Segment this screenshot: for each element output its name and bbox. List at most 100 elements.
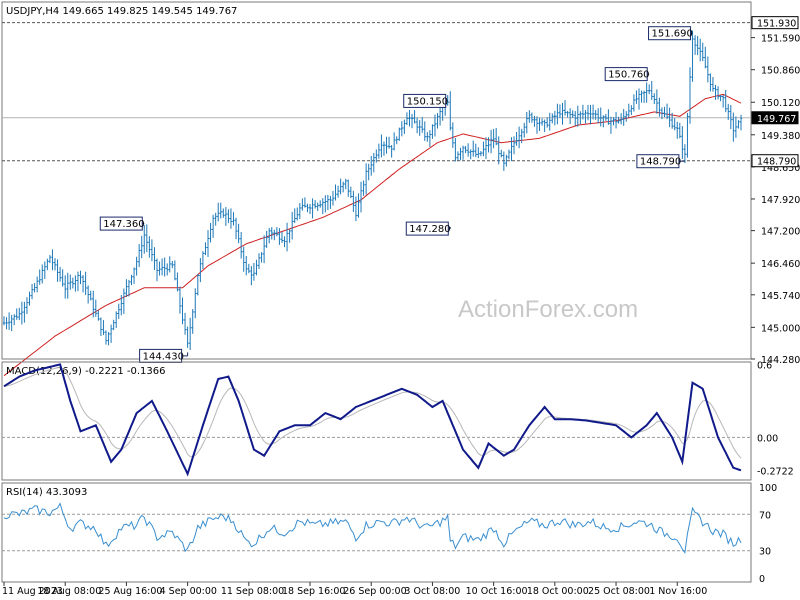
ohlc-bar <box>92 290 95 318</box>
ohlc-bar <box>242 246 245 272</box>
ohlc-bar <box>222 208 225 218</box>
ohlc-bar <box>132 267 136 284</box>
annotation-label: 150.150 <box>407 96 448 107</box>
ohlc-bar <box>354 196 358 222</box>
ohlc-bar <box>678 122 681 139</box>
ohlc-bar <box>596 108 600 124</box>
ohlc-bar <box>377 143 381 159</box>
annotation-box <box>405 221 449 236</box>
ohlc-bar <box>604 113 608 121</box>
ohlc-bar <box>163 257 166 277</box>
ohlc-bar <box>571 110 574 119</box>
x-tick-label: 4 Sep 00:00 <box>160 586 217 597</box>
ohlc-bar <box>563 100 567 116</box>
rsi-y-axis: 100 70 30 0 <box>759 483 777 585</box>
ohlc-bar <box>296 207 299 221</box>
ohlc-bar <box>204 242 207 256</box>
ohlc-bar <box>530 112 534 123</box>
resistance-tag-text: 151.930 <box>757 19 796 30</box>
ohlc-bar <box>474 143 477 158</box>
ohlc-bar <box>257 253 261 270</box>
ohlc-bar <box>709 73 712 92</box>
ohlc-bar <box>321 198 324 215</box>
ohlc-bar <box>290 211 294 240</box>
ohlc-bar <box>586 104 590 121</box>
ohlc-bar <box>523 122 526 138</box>
ohlc-bar <box>599 107 602 127</box>
ohlc-bar <box>285 222 289 252</box>
ohlc-bar <box>148 236 151 258</box>
ohlc-bar <box>41 264 44 284</box>
ohlc-bar <box>494 128 498 146</box>
ohlc-bar <box>410 113 414 129</box>
ohlc-bar <box>326 194 330 210</box>
ohlc-bar <box>561 102 564 125</box>
price-tick-label: 145.000 <box>761 323 800 334</box>
ohlc-bar <box>507 149 511 160</box>
ohlc-bar <box>186 326 189 348</box>
last-price-tag-box <box>751 111 799 125</box>
ohlc-bar <box>482 141 485 157</box>
macd-panel: MACD(12,26,9) -0.2221 -0.1366 0.6 0.00 -0.… <box>1 360 794 481</box>
ohlc-bar <box>15 308 18 320</box>
ohlc-bar <box>433 114 437 137</box>
ohlc-bar <box>438 104 442 126</box>
ohlc-bar <box>484 137 488 160</box>
macd-line <box>3 363 742 477</box>
ohlc-bar <box>339 178 342 195</box>
ohlc-bar <box>306 203 309 213</box>
ohlc-bar <box>288 229 291 243</box>
support-tag-box <box>751 154 799 168</box>
ohlc-bar <box>334 184 337 201</box>
ohlc-bar <box>143 224 146 254</box>
ohlc-bar <box>30 283 34 300</box>
ohlc-bar <box>426 132 429 142</box>
ohlc-bar <box>99 317 103 337</box>
ohlc-bar <box>120 294 123 316</box>
ohlc-bar <box>130 274 133 286</box>
rsi-tick-label: 70 <box>759 510 771 521</box>
rsi-tick-label: 100 <box>759 483 777 494</box>
ohlc-bar <box>558 104 562 119</box>
price-tick-label: 145.740 <box>761 291 800 302</box>
ohlc-bar <box>719 95 722 102</box>
ohlc-bar <box>301 198 304 211</box>
macd-y-axis: 0.6 0.00 -0.2722 <box>757 360 794 477</box>
x-tick-label: 18 Sep 16:00 <box>282 586 345 597</box>
ohlc-bar <box>364 163 368 195</box>
ohlc-bar <box>347 179 350 197</box>
ohlc-bar <box>698 38 702 62</box>
ohlc-bar <box>413 110 416 124</box>
ohlc-bar <box>517 126 521 149</box>
x-tick-label: 3 Oct 08:00 <box>404 586 460 597</box>
ohlc-bar <box>423 121 426 141</box>
ohlc-bar <box>160 258 164 276</box>
ohlc-bar <box>487 137 490 153</box>
ohlc-bar <box>64 275 67 299</box>
ohlc-bar <box>352 190 355 212</box>
annotation-label: 147.280 <box>409 224 450 235</box>
annotation-147-360: 147.360 <box>99 216 145 231</box>
ohlc-bar <box>545 117 549 128</box>
resistance-tag: 151.930 <box>751 16 799 30</box>
ohlc-bar <box>520 128 523 144</box>
ohlc-bar <box>46 258 49 271</box>
x-tick-label: 25 Aug 16:00 <box>98 586 162 597</box>
ohlc-bar <box>311 198 314 219</box>
ohlc-bar <box>594 110 597 120</box>
ohlc-bar <box>25 297 29 315</box>
annotation-box <box>604 67 648 82</box>
annotation-151-690: 151.690 <box>648 26 693 41</box>
ohlc-bar <box>431 124 434 139</box>
ohlc-bar <box>551 113 554 124</box>
ohlc-bar <box>477 147 480 159</box>
ohlc-bar <box>137 244 141 268</box>
macd-last-label: -0.2722 <box>757 466 794 477</box>
rsi-panel: RSI(14) 43.3093 100 70 30 0 <box>1 482 777 585</box>
ohlc-bar <box>581 104 585 120</box>
ohlc-bar <box>469 149 472 160</box>
ohlc-bar <box>273 229 276 241</box>
ohlc-bar <box>617 116 620 124</box>
